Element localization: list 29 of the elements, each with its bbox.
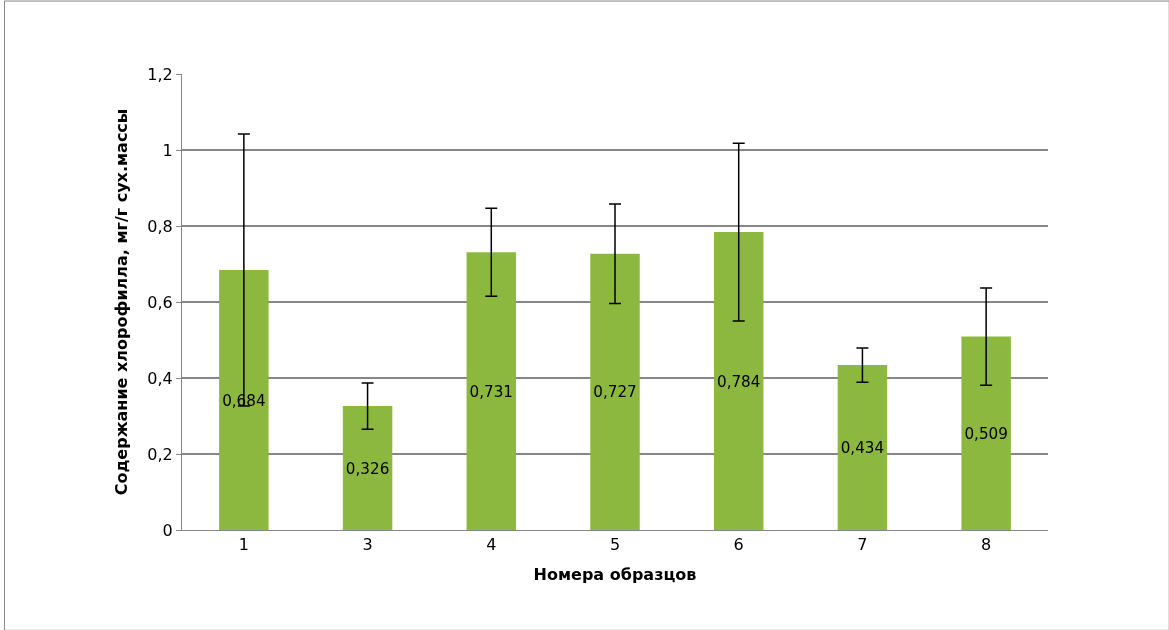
x-tick-label: 5	[609, 535, 621, 555]
x-tick-label: 1	[238, 535, 249, 555]
bar	[219, 270, 269, 530]
bar	[961, 336, 1011, 530]
data-label: 0,731	[469, 382, 513, 401]
x-tick-label: 4	[486, 535, 497, 555]
y-tick-label: 0,6	[147, 292, 173, 312]
bar	[713, 232, 764, 530]
y-tick-label: 0	[162, 520, 173, 540]
data-label: 0,509	[964, 424, 1008, 443]
y-tick-label: 1	[162, 140, 173, 160]
bar	[466, 252, 517, 530]
x-tick-label: 6	[733, 535, 744, 555]
bar	[837, 365, 888, 530]
data-label: 0,784	[717, 372, 761, 391]
bar	[590, 253, 640, 530]
y-axis-title: Содержание хлорофилла, мг/г сух.массы	[112, 108, 132, 496]
x-axis-title: Номера образцов	[533, 564, 697, 584]
x-tick-label: 8	[981, 535, 992, 555]
x-tick-label: 3	[362, 535, 373, 555]
bar	[342, 406, 393, 530]
y-tick-label: 1,2	[147, 64, 173, 84]
data-label: 0,326	[345, 459, 390, 478]
x-tick-label: 7	[857, 535, 868, 555]
y-tick-label: 0,8	[147, 216, 173, 236]
data-label: 0,727	[593, 383, 637, 402]
y-tick-label: 0,2	[147, 444, 173, 464]
data-label: 0,434	[840, 439, 885, 458]
y-tick-label: 0,4	[147, 368, 173, 388]
